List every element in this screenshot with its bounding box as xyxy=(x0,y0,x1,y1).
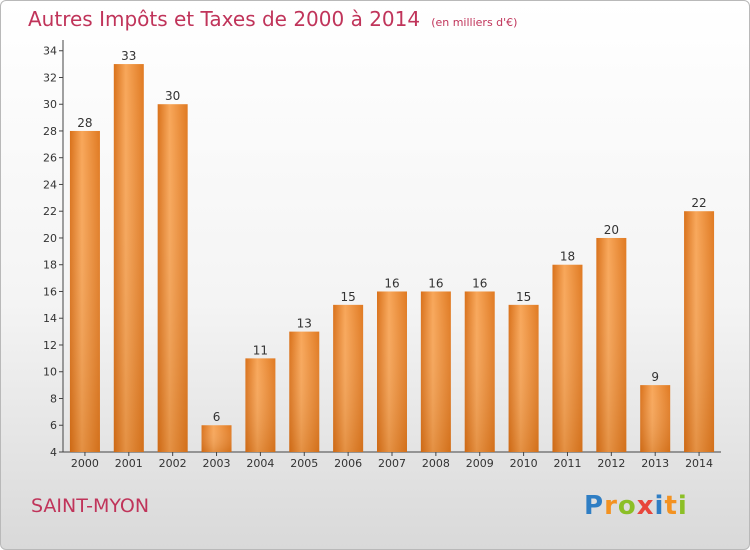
y-tick-label: 32 xyxy=(43,71,57,84)
bar-shade-2014 xyxy=(684,211,715,452)
bar-shade-2011 xyxy=(552,264,583,452)
bar-shade-2003 xyxy=(201,425,232,452)
x-tick-label: 2010 xyxy=(510,457,538,470)
x-tick-label: 2011 xyxy=(553,457,581,470)
value-label-2006: 15 xyxy=(340,290,355,304)
title-line: Autres Impôts et Taxes de 2000 à 2014 (e… xyxy=(28,7,517,31)
bar-shade-2005 xyxy=(289,331,320,452)
x-tick-label: 2007 xyxy=(378,457,406,470)
y-tick-label: 34 xyxy=(43,45,57,58)
logo-letter: i xyxy=(677,491,688,521)
place-name: SAINT-MYON xyxy=(31,495,150,517)
logo-letter: r xyxy=(604,491,618,521)
value-label-2005: 13 xyxy=(297,317,312,331)
value-label-2013: 9 xyxy=(651,370,659,384)
bar-shade-2000 xyxy=(69,130,100,453)
bar-shade-2004 xyxy=(245,358,276,452)
x-tick-label: 2012 xyxy=(597,457,625,470)
value-label-2010: 15 xyxy=(516,290,531,304)
y-tick-label: 28 xyxy=(43,125,57,138)
x-tick-label: 2013 xyxy=(641,457,669,470)
x-tick-label: 2000 xyxy=(71,457,99,470)
bar-shade-2002 xyxy=(157,104,188,453)
bar-shade-2008 xyxy=(420,291,451,452)
x-tick-label: 2009 xyxy=(466,457,494,470)
value-label-2000: 28 xyxy=(77,116,92,130)
y-axis: 4 6 8 10 12 14 16 18 20 22 24 26 28 30 32 34 xyxy=(43,40,64,459)
bar-shade-2006 xyxy=(333,304,364,452)
value-label-2011: 18 xyxy=(560,250,575,264)
y-tick-label: 4 xyxy=(50,446,57,459)
x-tick-label: 2006 xyxy=(334,457,362,470)
x-tick-label: 2004 xyxy=(246,457,274,470)
y-tick-label: 30 xyxy=(43,98,57,111)
x-tick-label: 2005 xyxy=(290,457,318,470)
bar-shade-2012 xyxy=(596,237,627,452)
y-tick-label: 24 xyxy=(43,178,57,191)
value-label-2009: 16 xyxy=(472,276,487,290)
value-label-2004: 11 xyxy=(253,343,268,357)
y-tick-label: 16 xyxy=(43,285,57,298)
y-tick-label: 8 xyxy=(50,392,57,405)
x-axis: 2000 2001 2002 2003 2004 2005 2006 2007 2008 2009… xyxy=(63,451,721,470)
value-label-2014: 22 xyxy=(691,196,706,210)
logo-letter: P xyxy=(584,491,605,521)
chart-title: Autres Impôts et Taxes de 2000 à 2014 xyxy=(28,7,421,31)
y-tick-label: 26 xyxy=(43,152,57,165)
x-tick-label: 2014 xyxy=(685,457,713,470)
x-tick-label: 2003 xyxy=(203,457,231,470)
y-tick-label: 14 xyxy=(43,312,57,325)
x-tick-label: 2001 xyxy=(115,457,143,470)
bar-shade-2001 xyxy=(113,64,144,452)
bars: 28 33 30 6 11 13 15 16 16 16 15 18 20 9 22 xyxy=(69,49,715,453)
chart-subtitle: (en milliers d'€) xyxy=(431,16,518,29)
y-tick-label: 20 xyxy=(43,232,57,245)
bar-shade-2007 xyxy=(377,291,407,452)
x-tick-label: 2002 xyxy=(159,457,187,470)
y-tick-label: 10 xyxy=(43,366,57,379)
y-tick-label: 18 xyxy=(43,259,57,272)
y-tick-label: 6 xyxy=(50,419,57,432)
logo-letter: t xyxy=(664,491,678,521)
value-label-2008: 16 xyxy=(428,276,443,290)
value-label-2012: 20 xyxy=(604,223,619,237)
logo-letter: o xyxy=(617,491,637,521)
bar-shade-2009 xyxy=(464,291,495,452)
bar-shade-2013 xyxy=(640,385,671,452)
y-tick-label: 22 xyxy=(43,205,57,218)
logo-letter: i xyxy=(654,491,665,521)
value-label-2002: 30 xyxy=(165,89,180,103)
value-label-2003: 6 xyxy=(213,410,221,424)
value-label-2007: 16 xyxy=(384,276,399,290)
y-tick-label: 12 xyxy=(43,339,57,352)
x-tick-label: 2008 xyxy=(422,457,450,470)
logo-letter: x xyxy=(636,491,655,521)
value-label-2001: 33 xyxy=(121,49,136,63)
bar-shade-2010 xyxy=(508,304,539,452)
proxiti-logo[interactable]: Proxiti xyxy=(584,491,688,521)
